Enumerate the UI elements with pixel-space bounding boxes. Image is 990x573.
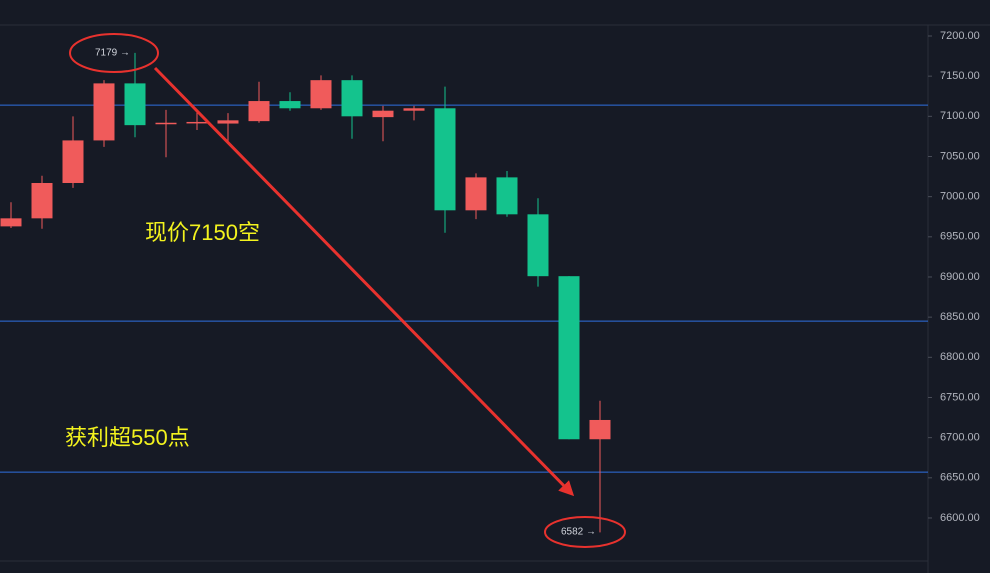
price-axis: 7200.00 7150.00 7100.00 7050.00 7000.00 6950.… [928,30,980,524]
y-tick-label: 6700.00 [940,432,980,444]
high-marker: 7179 → [95,48,130,59]
trend-arrow [153,66,575,497]
candle-body [62,140,84,183]
y-tick-label: 7100.00 [940,110,980,122]
low-marker: 6582 → [561,527,596,538]
candle-body [434,108,456,211]
annotation: 现价7150空 [145,220,260,245]
y-tick-label: 6800.00 [940,351,980,363]
candle-body [217,120,239,124]
annotation: 获利超550点 [65,425,190,450]
candle-body [310,80,332,109]
candle-body [496,177,518,215]
candle-body [279,101,301,109]
y-tick-label: 6900.00 [940,271,980,283]
candle-body [93,83,115,141]
candle-body [124,83,146,126]
candle-body [341,80,363,117]
y-tick-label: 6850.00 [940,311,980,323]
y-tick-label: 7150.00 [940,70,980,82]
levels [0,104,928,473]
candle-body [372,110,394,118]
candle-body [248,101,270,122]
y-tick-label: 7000.00 [940,191,980,203]
candle-body [186,121,208,124]
low-circle [544,516,626,548]
y-tick-label: 7050.00 [940,150,980,162]
candle-body [558,276,580,440]
candle-body [31,182,53,219]
candle-body [527,214,549,277]
candles [0,52,611,533]
y-tick-label: 6950.00 [940,231,980,243]
candle-body [403,108,425,111]
candle-body [465,177,487,211]
candle-body [0,218,22,227]
candle-body [155,122,177,125]
y-tick-label: 6650.00 [940,472,980,484]
y-tick-label: 6750.00 [940,391,980,403]
candle-body [589,419,611,440]
y-tick-label: 6600.00 [940,512,980,524]
y-tick-label: 7200.00 [940,30,980,42]
high-circle [69,33,159,73]
